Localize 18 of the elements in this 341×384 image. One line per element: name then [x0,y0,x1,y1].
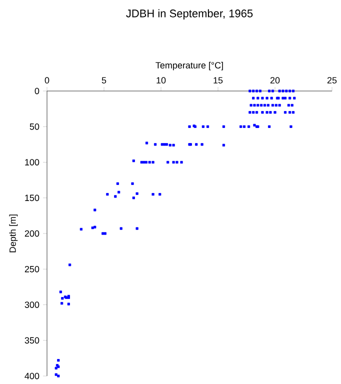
y-axis-title: Depth [m] [9,214,18,252]
y-tick-label: 400 [24,372,40,380]
y-tick-label: 250 [24,266,40,272]
x-tick-label: 5 [102,77,106,84]
y-tick-label: 350 [24,337,40,344]
y-tick-label: 0 [34,88,40,94]
y-tick-label: 150 [25,194,40,202]
x-tick-label: 15 [214,77,223,84]
x-tick-label: 25 [327,77,337,84]
y-tick-label: 100 [25,159,40,166]
chart-title: JDBH in September, 1965 [126,9,253,20]
y-tick-label: 200 [24,230,40,237]
x-tick-label: 20 [270,77,280,84]
x-axis-title: Temperature [°C] [156,62,223,70]
x-tick-label: 10 [156,77,166,84]
y-tick-label: 300 [24,302,40,308]
y-tick-label: 50 [30,123,40,130]
x-tick-label: 0 [44,77,50,84]
